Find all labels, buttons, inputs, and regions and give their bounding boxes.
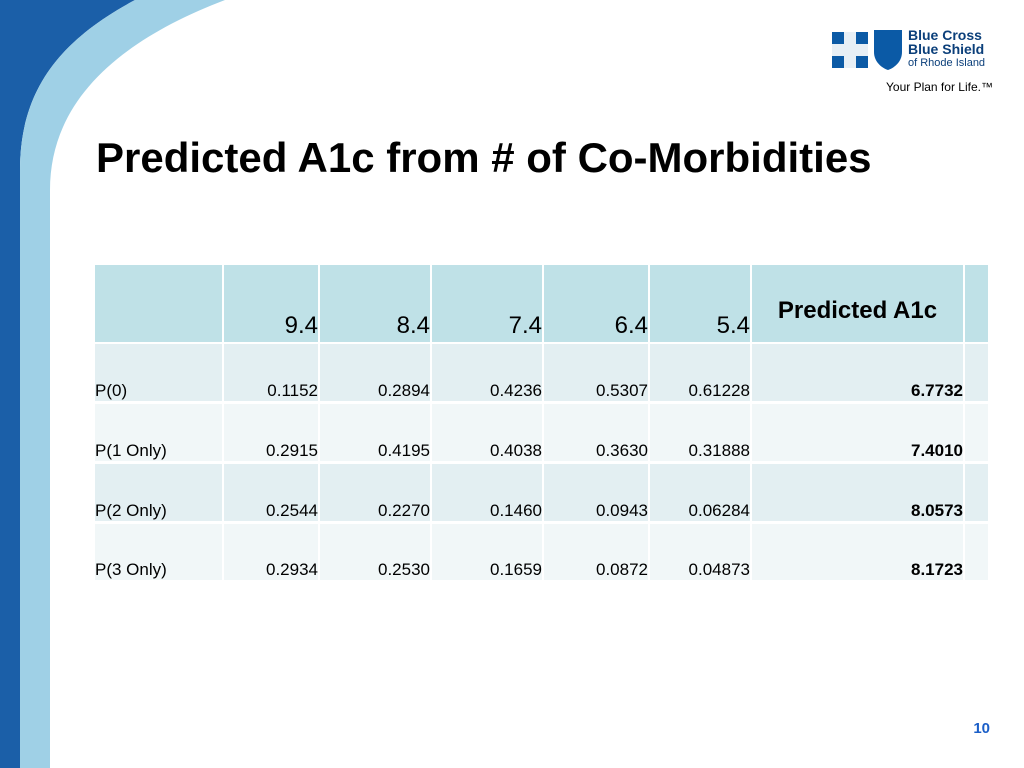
swoosh-light (20, 0, 225, 768)
header-cell: 7.4 (432, 265, 542, 342)
logo-line2: Blue Shield (908, 41, 985, 57)
header-cell: Predicted A1c (752, 265, 963, 342)
header-cell: 9.4 (224, 265, 318, 342)
logo-line1: Blue Cross (908, 27, 982, 43)
table-cell: 0.04873 (650, 524, 750, 580)
header-cell: 8.4 (320, 265, 430, 342)
table-cell: 0.2915 (224, 404, 318, 461)
table-cell: 0.0943 (544, 464, 648, 521)
table-cell: 8.0573 (752, 464, 963, 521)
table-cell: 0.0872 (544, 524, 648, 580)
logo-line3: of Rhode Island (908, 57, 986, 69)
table-cell: 0.2934 (224, 524, 318, 580)
table-cell: P(2 Only) (95, 464, 222, 521)
table-cell: 0.2894 (320, 344, 430, 401)
table-cell (965, 464, 988, 521)
title: Predicted A1c from # of Co-Morbidities (96, 134, 872, 181)
table-cell: 6.7732 (752, 344, 963, 401)
header-cell (95, 265, 222, 342)
logo-tagline: Your Plan for Life.™ (886, 80, 993, 94)
header-cell (965, 265, 988, 342)
table-cell: 0.31888 (650, 404, 750, 461)
table-cell: 0.5307 (544, 344, 648, 401)
table-cell: 0.3630 (544, 404, 648, 461)
table-cell: 0.2544 (224, 464, 318, 521)
table-cell: 0.2530 (320, 524, 430, 580)
swoosh-dark (0, 0, 135, 768)
header-cell: 6.4 (544, 265, 648, 342)
table-cell: 0.1460 (432, 464, 542, 521)
table-cell: 0.1659 (432, 524, 542, 580)
table-cell: P(0) (95, 344, 222, 401)
table-cell: 0.4038 (432, 404, 542, 461)
table-cell: 0.06284 (650, 464, 750, 521)
header-cell: 5.4 (650, 265, 750, 342)
page-number: 10 (973, 720, 990, 737)
table-cell (965, 344, 988, 401)
logo-shield (874, 30, 902, 70)
table-cell: 0.4236 (432, 344, 542, 401)
table-cell: P(1 Only) (95, 404, 222, 461)
table-cell: 8.1723 (752, 524, 963, 580)
table-cell (965, 404, 988, 461)
table-cell: 7.4010 (752, 404, 963, 461)
table-cell: 0.61228 (650, 344, 750, 401)
table-cell: 0.1152 (224, 344, 318, 401)
table-cell: 0.4195 (320, 404, 430, 461)
table-cell: 0.2270 (320, 464, 430, 521)
table-cell: P(3 Only) (95, 524, 222, 580)
logo-cross-inner (832, 32, 868, 68)
table-cell (965, 524, 988, 580)
